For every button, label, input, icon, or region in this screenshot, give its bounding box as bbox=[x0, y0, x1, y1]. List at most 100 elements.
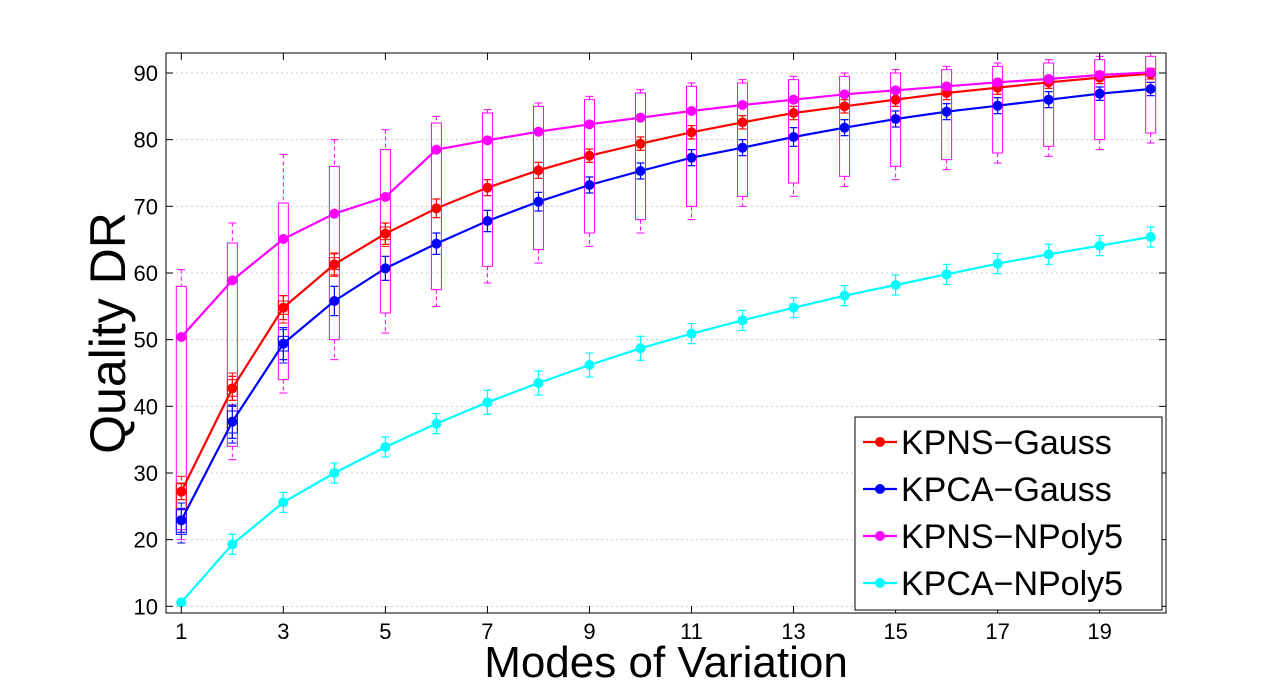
y-tick-label: 90 bbox=[134, 61, 158, 86]
data-point bbox=[890, 280, 901, 290]
data-point bbox=[1043, 74, 1054, 84]
series-line bbox=[180, 72, 1151, 493]
series-group bbox=[176, 81, 1156, 533]
legend-box bbox=[854, 416, 1163, 611]
box bbox=[992, 65, 1004, 154]
legend-swatch-marker bbox=[875, 531, 885, 541]
y-tick-label: 40 bbox=[134, 394, 158, 419]
series-line bbox=[180, 87, 1151, 521]
series-group bbox=[176, 226, 1156, 608]
x-tick-label: 7 bbox=[481, 619, 493, 644]
data-point bbox=[992, 100, 1003, 111]
data-point bbox=[431, 418, 442, 429]
data-point bbox=[1094, 70, 1105, 80]
data-point bbox=[380, 228, 391, 239]
data-point bbox=[482, 216, 493, 226]
series-group bbox=[176, 67, 1156, 342]
data-point bbox=[584, 360, 595, 370]
data-point bbox=[431, 203, 442, 214]
data-point bbox=[176, 332, 187, 342]
legend-swatch-marker bbox=[875, 578, 885, 588]
y-tick-label: 10 bbox=[134, 594, 158, 619]
data-point bbox=[737, 315, 748, 326]
data-point bbox=[227, 383, 238, 394]
y-tick-label: 60 bbox=[134, 261, 158, 286]
data-point bbox=[686, 152, 697, 163]
data-point bbox=[788, 94, 799, 105]
data-point bbox=[737, 100, 748, 110]
data-point bbox=[278, 302, 289, 313]
data-point bbox=[329, 296, 340, 306]
data-point bbox=[1043, 249, 1054, 260]
data-point bbox=[176, 597, 187, 608]
gridlines bbox=[166, 72, 1166, 607]
data-point bbox=[380, 263, 391, 274]
box bbox=[226, 242, 238, 447]
data-point bbox=[788, 108, 799, 118]
data-point bbox=[635, 112, 646, 123]
data-point bbox=[431, 238, 442, 249]
data-point bbox=[584, 150, 595, 161]
box bbox=[1043, 62, 1055, 147]
data-point bbox=[533, 126, 544, 137]
data-point bbox=[584, 180, 595, 190]
data-point bbox=[380, 442, 391, 452]
data-point bbox=[533, 378, 544, 388]
box bbox=[634, 92, 646, 221]
x-tick-label: 15 bbox=[883, 619, 907, 644]
data-point bbox=[1145, 67, 1156, 78]
plot-frame bbox=[165, 52, 1167, 614]
legend-item: KPCA−NPoly5 bbox=[863, 565, 1123, 603]
y-tick-label: 70 bbox=[134, 194, 158, 219]
data-point bbox=[227, 275, 238, 286]
data-point bbox=[1145, 232, 1156, 242]
data-point bbox=[482, 182, 493, 193]
data-point bbox=[1094, 240, 1105, 251]
data-point bbox=[278, 497, 289, 508]
x-tick-label: 5 bbox=[379, 619, 391, 644]
data-point bbox=[992, 258, 1003, 269]
data-point bbox=[737, 142, 748, 153]
data-point bbox=[329, 208, 340, 219]
legend-item: KPNS−Gauss bbox=[863, 424, 1112, 462]
data-point bbox=[737, 117, 748, 128]
legend: KPNS−Gauss KPCA−Gauss KPNS−NPoly5 KPCA−NPol… bbox=[854, 416, 1163, 611]
data-point bbox=[533, 196, 544, 207]
legend-item: KPNS−NPoly5 bbox=[863, 518, 1123, 556]
y-tick-label: 80 bbox=[134, 128, 158, 153]
data-point bbox=[380, 192, 391, 202]
series-lines bbox=[176, 67, 1156, 608]
data-point bbox=[176, 515, 187, 526]
box bbox=[328, 165, 340, 341]
box bbox=[941, 69, 953, 161]
data-point bbox=[686, 127, 697, 138]
data-point bbox=[431, 144, 442, 155]
legend-swatch-marker bbox=[875, 437, 885, 447]
data-point bbox=[839, 89, 850, 100]
series-line bbox=[180, 235, 1151, 604]
data-point bbox=[635, 138, 646, 149]
box bbox=[532, 105, 544, 251]
legend-label: KPNS−NPoly5 bbox=[901, 518, 1123, 556]
data-point bbox=[1043, 94, 1054, 105]
x-tick-label: 1 bbox=[175, 619, 187, 644]
x-tick-label: 17 bbox=[985, 619, 1009, 644]
data-point bbox=[992, 77, 1003, 88]
data-point bbox=[482, 135, 493, 146]
data-point bbox=[686, 328, 697, 339]
data-point bbox=[584, 119, 595, 130]
data-point bbox=[839, 290, 850, 301]
y-tick-label: 50 bbox=[134, 328, 158, 353]
data-point bbox=[482, 397, 493, 408]
legend-label: KPCA−Gauss bbox=[901, 471, 1112, 509]
data-point bbox=[278, 338, 289, 349]
box bbox=[788, 79, 800, 184]
legend-label: KPCA−NPoly5 bbox=[901, 565, 1123, 603]
x-tick-label: 3 bbox=[277, 619, 289, 644]
data-point bbox=[788, 302, 799, 313]
legend-swatch-marker bbox=[875, 484, 885, 494]
x-tick-label: 19 bbox=[1087, 619, 1111, 644]
data-point bbox=[839, 122, 850, 133]
data-point bbox=[890, 114, 901, 124]
